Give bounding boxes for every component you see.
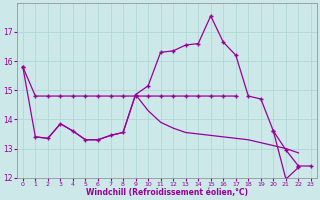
X-axis label: Windchill (Refroidissement éolien,°C): Windchill (Refroidissement éolien,°C) <box>86 188 248 197</box>
